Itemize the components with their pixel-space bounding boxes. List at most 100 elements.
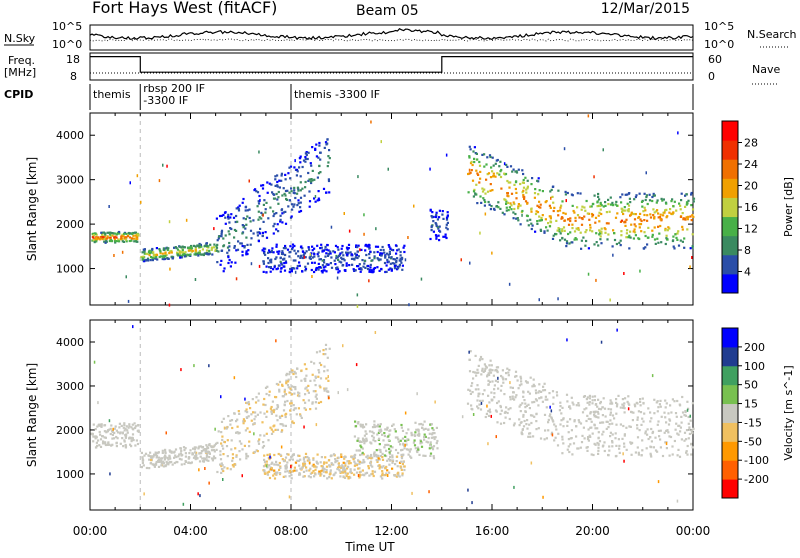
echo-cell xyxy=(633,198,636,201)
echo-cell xyxy=(519,377,523,380)
echo-cell xyxy=(569,219,572,223)
echo-cell xyxy=(403,465,406,468)
echo-cell xyxy=(402,246,405,249)
echo-cell xyxy=(267,257,270,260)
echo-cell xyxy=(343,468,346,471)
echo-cell xyxy=(500,168,503,172)
echo-cell xyxy=(236,248,240,251)
echo-cell xyxy=(601,445,604,448)
echo-cell xyxy=(394,474,397,477)
echo-cell xyxy=(477,388,480,391)
echo-cell xyxy=(398,475,401,478)
echo-cell xyxy=(269,456,272,459)
echo-cell xyxy=(329,469,332,472)
plot-frame xyxy=(89,319,694,511)
echo-cell xyxy=(319,386,322,389)
echo-cell xyxy=(281,458,284,461)
y-tick-label: 3000 xyxy=(56,380,84,393)
echo-cell xyxy=(611,422,614,425)
echo-cell xyxy=(429,441,432,444)
echo-cell xyxy=(388,451,391,454)
echo-cell xyxy=(670,200,673,203)
echo-cell xyxy=(324,245,327,248)
echo-cell xyxy=(289,387,292,390)
echo-cell xyxy=(387,167,389,171)
echo-cell xyxy=(284,178,287,181)
echo-cell xyxy=(646,433,649,436)
echo-cell xyxy=(284,400,287,403)
echo-cell xyxy=(577,404,581,407)
echo-cell xyxy=(293,469,296,472)
echo-cell xyxy=(628,403,631,406)
echo-cell xyxy=(235,229,238,232)
echo-cell xyxy=(680,192,683,195)
echo-cell xyxy=(229,468,232,471)
echo-cell xyxy=(423,435,426,439)
echo-cell xyxy=(375,425,378,428)
echo-cell xyxy=(633,228,636,231)
echo-cell xyxy=(250,419,253,422)
colorbar-segment xyxy=(722,121,738,141)
echo-cell xyxy=(253,422,256,425)
echo-cell xyxy=(101,442,105,445)
echo-cell xyxy=(483,153,486,156)
echo-cell xyxy=(250,237,253,240)
echo-cell xyxy=(420,277,423,281)
echo-cell xyxy=(155,247,158,250)
echo-cell xyxy=(548,415,551,418)
echo-cell xyxy=(592,453,595,457)
echo-cell xyxy=(320,456,323,459)
echo-cell xyxy=(243,444,246,447)
echo-cell xyxy=(301,466,304,469)
echo-cell xyxy=(442,235,445,238)
echo-cell xyxy=(514,375,517,378)
echo-cell xyxy=(609,203,613,206)
echo-cell xyxy=(607,426,610,429)
echo-cell xyxy=(563,238,567,241)
echo-cell xyxy=(499,389,503,392)
echo-cell xyxy=(313,379,316,382)
echo-cell xyxy=(407,236,409,239)
echo-cell xyxy=(638,215,641,219)
echo-cell xyxy=(356,246,359,249)
echo-cell xyxy=(549,413,552,416)
echo-cell xyxy=(342,461,345,464)
echo-cell xyxy=(386,258,389,261)
echo-cell xyxy=(299,458,302,461)
echo-cell xyxy=(121,250,124,254)
echo-cell xyxy=(692,197,696,200)
echo-cell xyxy=(647,236,650,239)
echo-cell xyxy=(543,231,546,234)
echo-cell xyxy=(665,202,668,205)
echo-cell xyxy=(665,429,668,432)
echo-cell xyxy=(615,423,618,426)
echo-cell xyxy=(222,447,225,450)
echo-cell xyxy=(99,438,103,441)
echo-cell xyxy=(124,434,127,437)
frequency-trace xyxy=(90,56,693,73)
echo-cell xyxy=(338,254,341,258)
echo-cell xyxy=(207,459,210,462)
echo-cell xyxy=(324,248,327,251)
echo-cell xyxy=(398,265,401,268)
echo-cell xyxy=(194,446,197,449)
echo-cell xyxy=(199,445,202,448)
echo-cell xyxy=(587,114,590,118)
echo-cell xyxy=(263,252,266,255)
echo-cell xyxy=(377,423,380,426)
echo-cell xyxy=(387,253,390,256)
echo-cell xyxy=(372,268,375,271)
echo-cell xyxy=(114,239,117,243)
echo-cell xyxy=(159,250,162,253)
echo-cell xyxy=(586,414,589,417)
echo-cell xyxy=(582,426,585,429)
echo-cell xyxy=(491,189,494,192)
echo-cell xyxy=(530,222,533,225)
echo-cell xyxy=(307,391,310,394)
echo-cell xyxy=(388,429,391,432)
echo-cell xyxy=(336,268,340,271)
echo-cell xyxy=(370,457,373,460)
echo-cell xyxy=(303,464,306,467)
echo-cell xyxy=(283,390,286,393)
echo-cell xyxy=(408,303,410,307)
